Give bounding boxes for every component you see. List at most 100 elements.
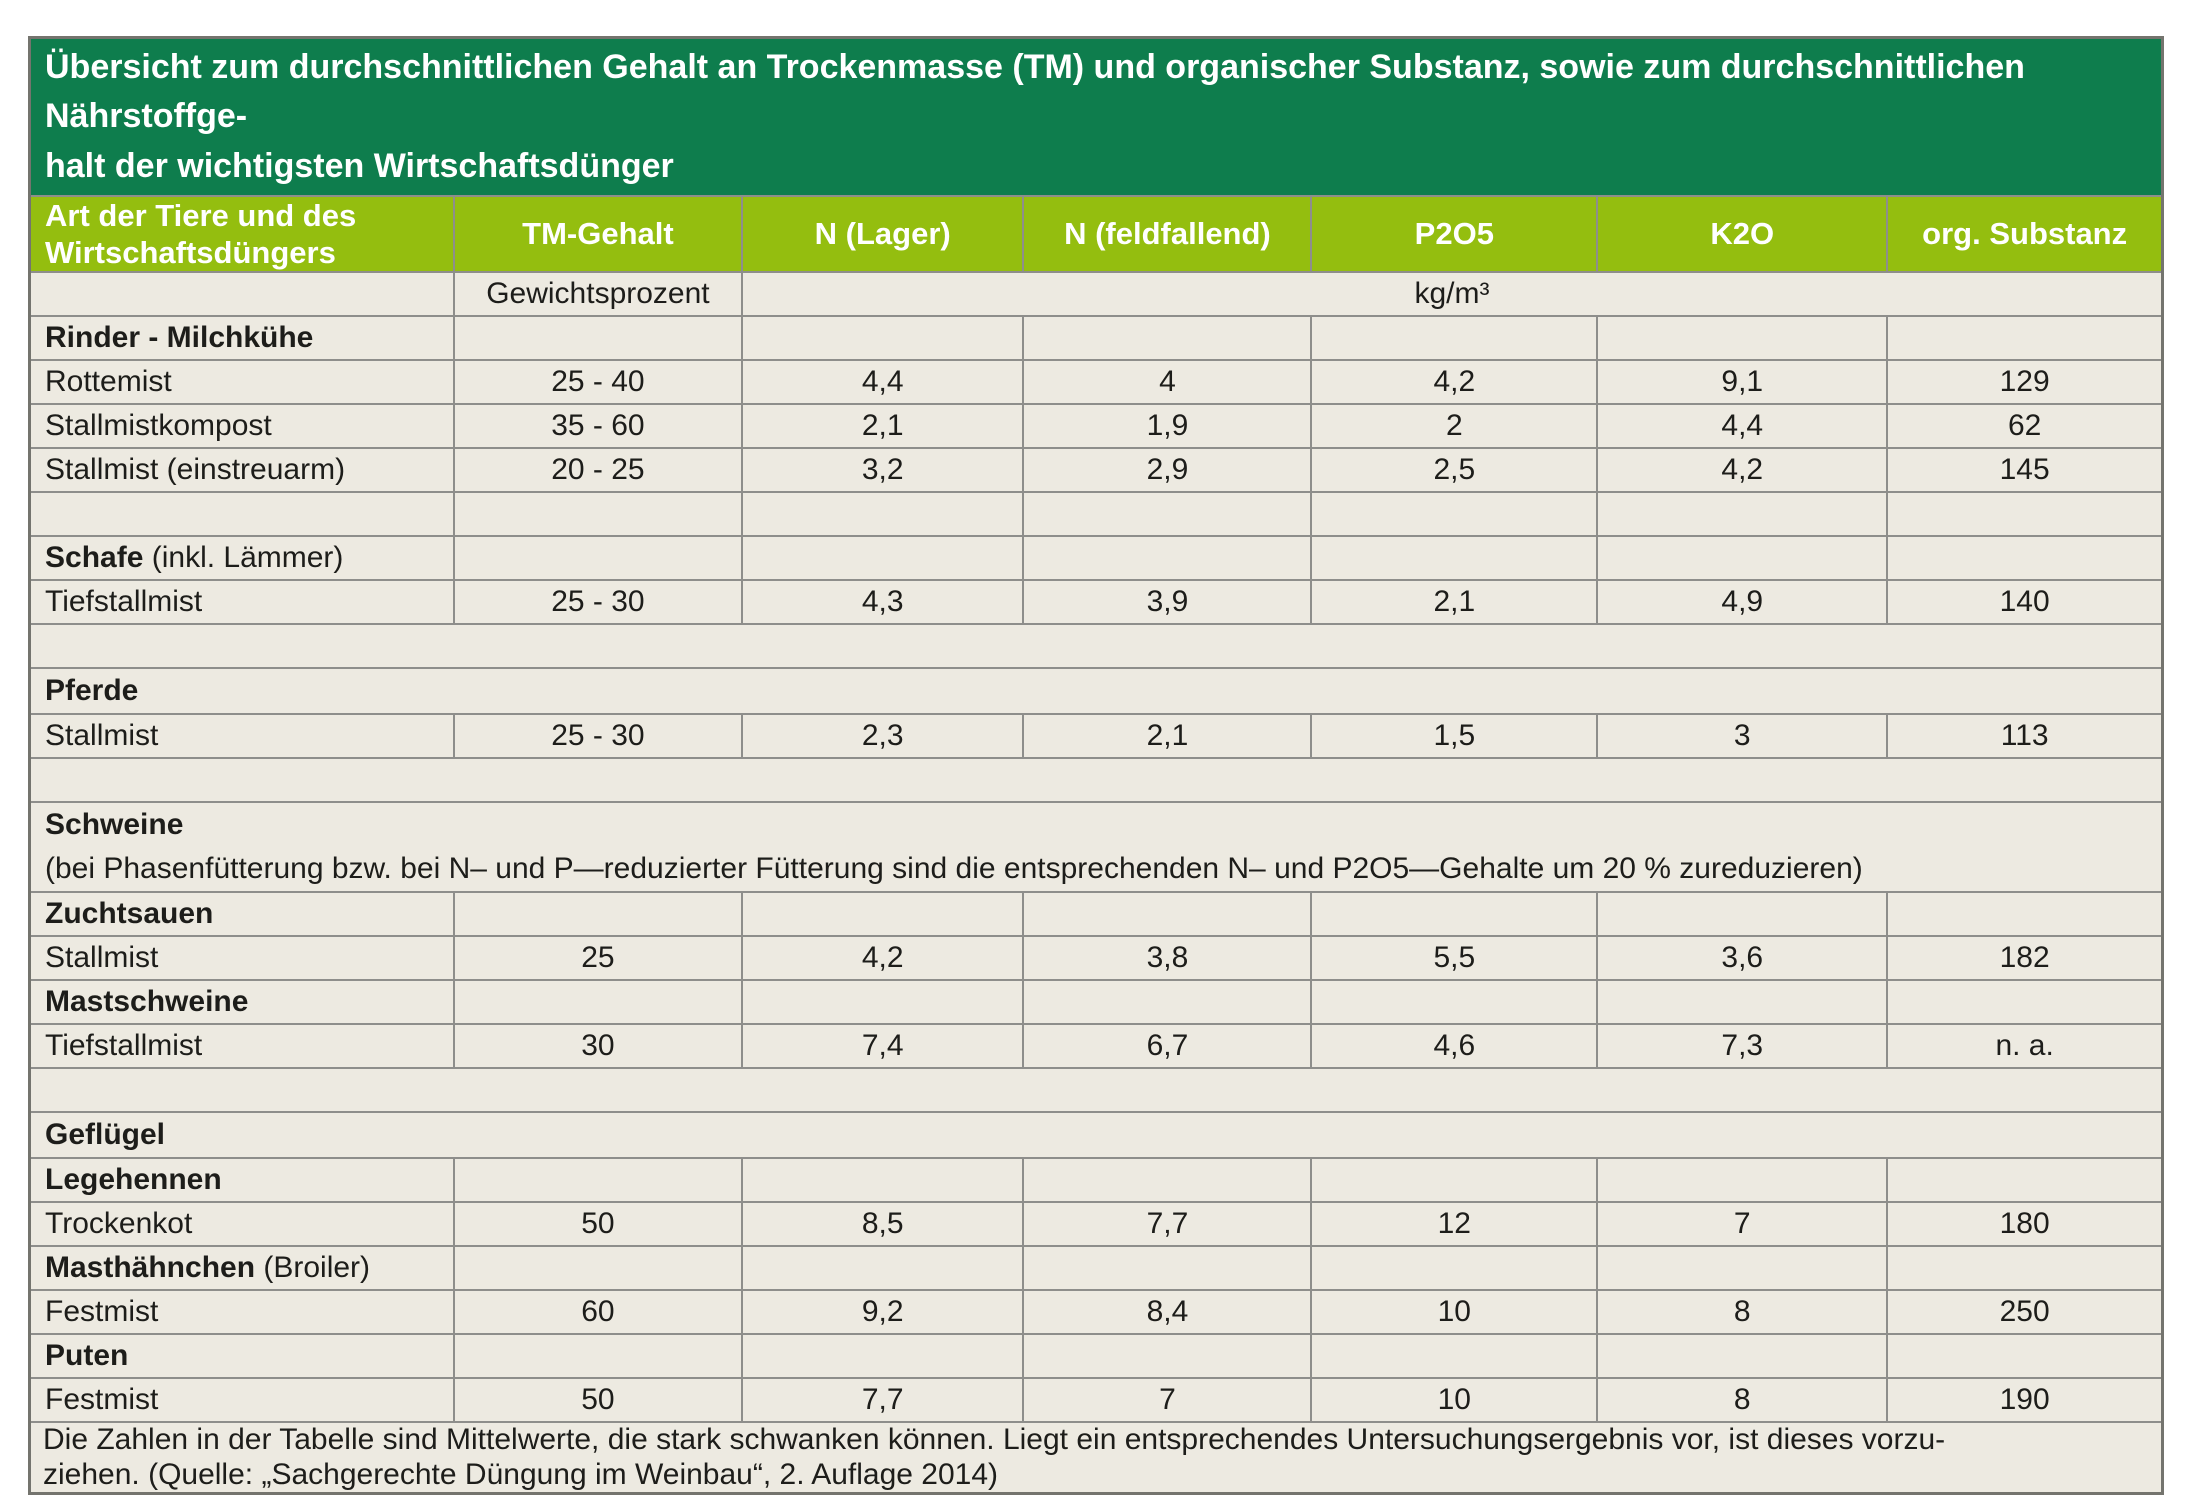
section-label-bold: Schafe [45,541,144,575]
row-label: Tiefstallmist [28,579,455,626]
cell-empty [1022,979,1313,1026]
column-header-k2o: K2O [1596,194,1889,274]
section-label-bold: Mastschweine [45,985,249,1019]
section-label: Schafe (inkl. Lämmer) [28,535,455,582]
cell-value: 2,3 [740,713,1025,760]
cell-empty [1596,1333,1889,1380]
table-row-group: Pferde [28,667,2164,716]
cell-value: 145 [1886,447,2164,494]
section-label: Puten [28,1333,455,1380]
row-label: Stallmist [28,713,455,760]
section-label-bold: Puten [45,1339,129,1373]
section-label: Masthähnchen (Broiler) [28,1245,455,1292]
table-row-section: Rinder - Milchkühe [28,315,2164,362]
group-label-cell: Schweine (bei Phasenfütterung bzw. bei N–… [28,801,2164,894]
table-row-section: Schafe (inkl. Lämmer) [28,535,2164,582]
spacer-cell [28,1067,2164,1114]
group-label-cell: Geflügel [28,1111,2164,1160]
cell-value: 7,3 [1596,1023,1889,1070]
cell-empty [1596,491,1889,538]
cell-value: 9,2 [740,1289,1025,1336]
cell-value: 182 [1886,935,2164,982]
cell-value: 10 [1310,1289,1599,1336]
table-body: Rinder - Milchkühe Rottemist 25 - 40 4,4 4 4,… [28,315,2164,1424]
cell-empty [740,491,1025,538]
cell-empty [452,491,743,538]
table-row-data: Stallmistkompost 35 - 60 2,1 1,9 2 4,4 62 [28,403,2164,450]
cell-value: 7 [1596,1201,1889,1248]
cell-empty [1022,891,1313,938]
cell-value: 25 [452,935,743,982]
column-header-n-feldfallend: N (feldfallend) [1022,194,1313,274]
cell-empty [1886,1157,2164,1204]
table-title-line1: Übersicht zum durchschnittlichen Gehalt … [45,48,2025,136]
cell-empty [1596,891,1889,938]
group-label-cell: Pferde [28,667,2164,716]
table-row-section: Legehennen [28,1157,2164,1204]
row-label: Stallmist (einstreuarm) [28,447,455,494]
table-row-gap [28,757,2164,804]
cell-value: 7,4 [740,1023,1025,1070]
row-label: Festmist [28,1377,455,1424]
cell-value: 2,1 [740,403,1025,450]
cell-value: 3 [1596,713,1889,760]
cell-value: 4 [1022,359,1313,406]
row-label: Tiefstallmist [28,1023,455,1070]
cell-empty [1596,535,1889,582]
cell-value: 20 - 25 [452,447,743,494]
group-note: (bei Phasenfütterung bzw. bei N– und P—r… [45,852,1863,886]
row-label: Stallmist [28,935,455,982]
section-label-bold: Legehennen [45,1163,222,1197]
cell-empty [1310,891,1599,938]
footnote-row: Die Zahlen in der Tabelle sind Mittelwer… [28,1421,2164,1495]
cell-empty [452,979,743,1026]
group-label-bold: Schweine [45,808,184,842]
cell-value: 30 [452,1023,743,1070]
cell-value: 8,5 [740,1201,1025,1248]
table-row-data: Tiefstallmist 25 - 30 4,3 3,9 2,1 4,9 140 [28,579,2164,626]
cell-value: 190 [1886,1377,2164,1424]
row-label: Trockenkot [28,1201,455,1248]
cell-value: 4,4 [1596,403,1889,450]
cell-value: 7,7 [1022,1201,1313,1248]
cell-value: 4,2 [1596,447,1889,494]
cell-value: 180 [1886,1201,2164,1248]
cell-empty [1886,491,2164,538]
section-label: Rinder - Milchkühe [28,315,455,362]
cell-empty [1886,1333,2164,1380]
cell-value: 3,8 [1022,935,1313,982]
cell-empty [452,315,743,362]
cell-empty [452,1245,743,1292]
cell-value: 4,9 [1596,579,1889,626]
cell-empty [452,891,743,938]
cell-empty [1310,315,1599,362]
section-label-normal: (Broiler) [255,1251,371,1285]
column-header-animal-type: Art der Tiere und des Wirtschaftsdüngers [28,194,455,274]
table-row-data: Rottemist 25 - 40 4,4 4 4,2 9,1 129 [28,359,2164,406]
cell-empty [1596,315,1889,362]
table-row-data: Festmist 50 7,7 7 10 8 190 [28,1377,2164,1424]
footnote-line2: ziehen. (Quelle: „Sachgerechte Düngung i… [43,1457,999,1491]
table-row-empty [28,491,2164,538]
cell-empty [740,1157,1025,1204]
spacer-cell [28,757,2164,804]
cell-value: 7,7 [740,1377,1025,1424]
cell-value: 250 [1886,1289,2164,1336]
cell-empty [1022,1333,1313,1380]
table-row-data: Stallmist (einstreuarm) 20 - 25 3,2 2,9 2,5 4… [28,447,2164,494]
cell-empty [740,315,1025,362]
table-row-section: Puten [28,1333,2164,1380]
cell-value: 4,4 [740,359,1025,406]
row-label: Festmist [28,1289,455,1336]
cell-empty [1310,979,1599,1026]
cell-empty [1022,535,1313,582]
cell-empty [1886,1245,2164,1292]
cell-empty [1310,535,1599,582]
cell-empty [1310,491,1599,538]
cell-empty [1596,979,1889,1026]
cell-value: 50 [452,1377,743,1424]
table-row-gap [28,1067,2164,1114]
column-header-p2o5: P2O5 [1310,194,1599,274]
section-label: Legehennen [28,1157,455,1204]
